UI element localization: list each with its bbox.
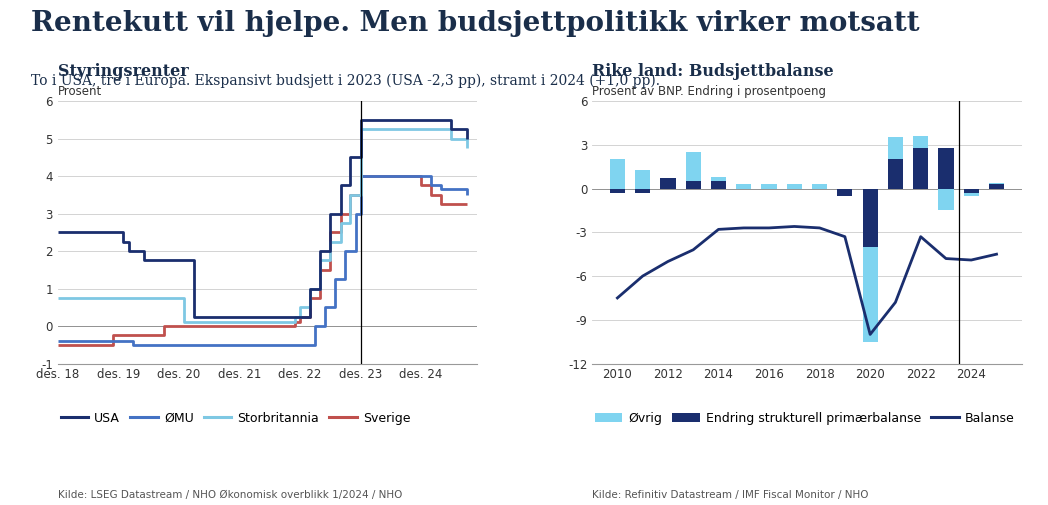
Bar xyxy=(863,247,878,342)
Legend: USA, ØMU, Storbritannia, Sverige: USA, ØMU, Storbritannia, Sverige xyxy=(56,407,415,430)
Bar xyxy=(913,136,929,147)
Bar xyxy=(635,170,650,188)
Text: Kilde: LSEG Datastream / NHO Økonomisk overblikk 1/2024 / NHO: Kilde: LSEG Datastream / NHO Økonomisk o… xyxy=(58,490,402,500)
Text: To i USA, tre i Europa. Ekspansivt budsjett i 2023 (USA -2,3 pp), stramt i 2024 : To i USA, tre i Europa. Ekspansivt budsj… xyxy=(31,73,660,87)
Bar xyxy=(685,181,701,188)
Bar xyxy=(736,184,751,188)
Bar xyxy=(964,188,979,193)
Text: Prosent: Prosent xyxy=(58,85,102,98)
Bar xyxy=(762,184,777,188)
Bar xyxy=(888,160,903,188)
Bar xyxy=(610,188,625,193)
Text: Styringsrenter: Styringsrenter xyxy=(58,63,189,80)
Legend: Øvrig, Endring strukturell primærbalanse, Balanse: Øvrig, Endring strukturell primærbalanse… xyxy=(590,407,1020,430)
Bar xyxy=(888,137,903,160)
Bar xyxy=(812,184,827,188)
Bar xyxy=(610,160,625,188)
Bar xyxy=(711,181,726,188)
Bar xyxy=(938,188,954,211)
Text: Prosent av BNP. Endring i prosentpoeng: Prosent av BNP. Endring i prosentpoeng xyxy=(592,85,826,98)
Bar xyxy=(685,152,701,181)
Bar xyxy=(913,147,929,188)
Bar xyxy=(837,188,852,196)
Text: Rentekutt vil hjelpe. Men budsjettpolitikk virker motsatt: Rentekutt vil hjelpe. Men budsjettpoliti… xyxy=(31,10,920,37)
Text: Kilde: Refinitiv Datastream / IMF Fiscal Monitor / NHO: Kilde: Refinitiv Datastream / IMF Fiscal… xyxy=(592,490,869,500)
Bar xyxy=(711,177,726,181)
Bar xyxy=(938,147,954,188)
Text: Rike land: Budsjettbalanse: Rike land: Budsjettbalanse xyxy=(592,63,834,80)
Bar xyxy=(660,178,676,188)
Bar xyxy=(635,188,650,193)
Bar xyxy=(989,184,1004,188)
Bar xyxy=(964,193,979,196)
Bar xyxy=(787,184,802,188)
Bar xyxy=(863,188,878,247)
Bar xyxy=(989,183,1004,184)
